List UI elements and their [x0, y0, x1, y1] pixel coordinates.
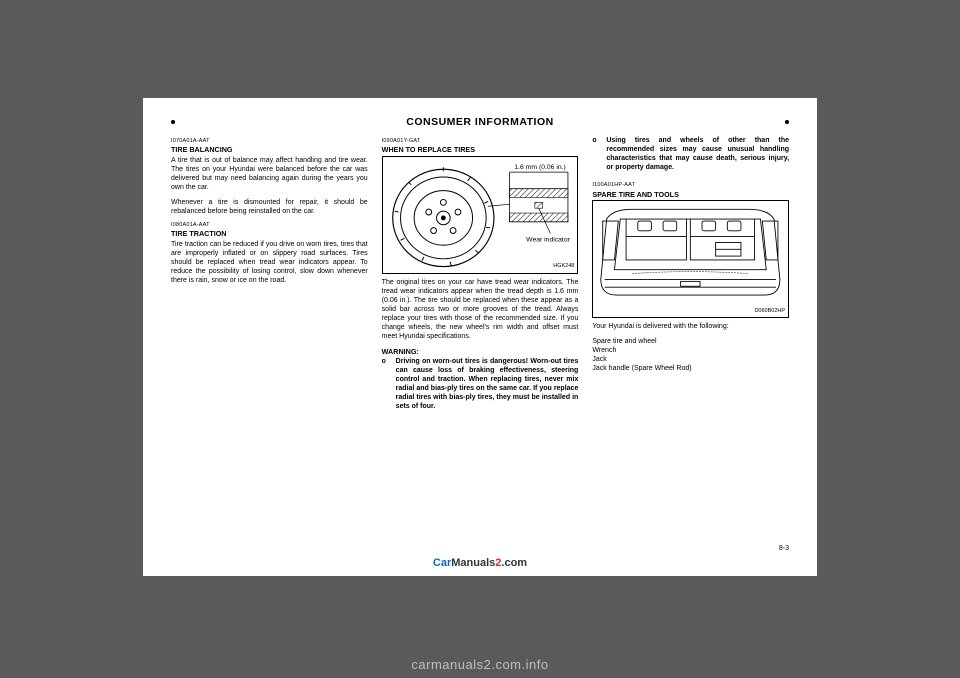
bullet-marker: o	[382, 357, 390, 412]
column-2: I090A01Y-GAT WHEN TO REPLACE TIRES	[382, 136, 579, 411]
body-text: A tire that is out of balance may affect…	[171, 156, 368, 192]
section-code: I100A01HP-AAT	[592, 182, 789, 189]
watermark-footer: carmanuals2.com.info	[411, 657, 548, 672]
warning-bullet: o Using tires and wheels of other than t…	[592, 136, 789, 172]
body-text: Whenever a tire is dismounted for repair…	[171, 198, 368, 216]
column-1: I070A01A-AAT TIRE BALANCING A tire that …	[171, 136, 368, 411]
wm-part: .com	[501, 557, 527, 569]
list-item: Jack	[592, 355, 789, 364]
tools-list: Spare tire and wheel Wrench Jack Jack ha…	[592, 337, 789, 373]
wm-part: Car	[433, 557, 451, 569]
tire-figure: 1.6 mm (0.06 in.)	[382, 156, 579, 274]
manual-page: CONSUMER INFORMATION I070A01A-AAT TIRE B…	[143, 98, 817, 576]
trunk-figure: D060B02HP	[592, 200, 789, 318]
callout-text: Wear indicator	[526, 236, 570, 243]
section-code: I070A01A-AAT	[171, 138, 368, 145]
body-text: Tire traction can be reduced if you driv…	[171, 240, 368, 285]
section-title: TIRE BALANCING	[171, 145, 368, 154]
list-item: Jack handle (Spare Wheel Rod)	[592, 364, 789, 373]
list-item: Wrench	[592, 346, 789, 355]
page-number: 8-3	[779, 545, 789, 552]
figure-tag: D060B02HP	[754, 308, 785, 315]
warning-bullet: o Driving on worn-out tires is dangerous…	[382, 357, 579, 412]
section-title: TIRE TRACTION	[171, 229, 368, 238]
content-columns: I070A01A-AAT TIRE BALANCING A tire that …	[171, 136, 789, 411]
bullet-marker: o	[592, 136, 600, 172]
section-code: I090A01Y-GAT	[382, 138, 579, 145]
warning-text: Driving on worn-out tires is dangerous! …	[396, 357, 579, 412]
page-header: CONSUMER INFORMATION	[171, 116, 789, 128]
warning-title: WARNING:	[382, 347, 579, 356]
list-item: Spare tire and wheel	[592, 337, 789, 346]
figure-tag: HGK248	[553, 263, 574, 270]
warning-text: Using tires and wheels of other than the…	[606, 136, 789, 172]
section-code: I080A01A-AAT	[171, 222, 368, 229]
body-text: Your Hyundai is delivered with the follo…	[592, 322, 789, 331]
body-text: The original tires on your car have trea…	[382, 278, 579, 342]
section-title: SPARE TIRE AND TOOLS	[592, 190, 789, 199]
section-title: WHEN TO REPLACE TIRES	[382, 145, 579, 154]
wm-part: Manuals	[451, 557, 495, 569]
callout-text: 1.6 mm (0.06 in.)	[514, 164, 565, 171]
column-3: o Using tires and wheels of other than t…	[592, 136, 789, 411]
watermark-carmanuals2: CarManuals2.com	[431, 556, 529, 570]
